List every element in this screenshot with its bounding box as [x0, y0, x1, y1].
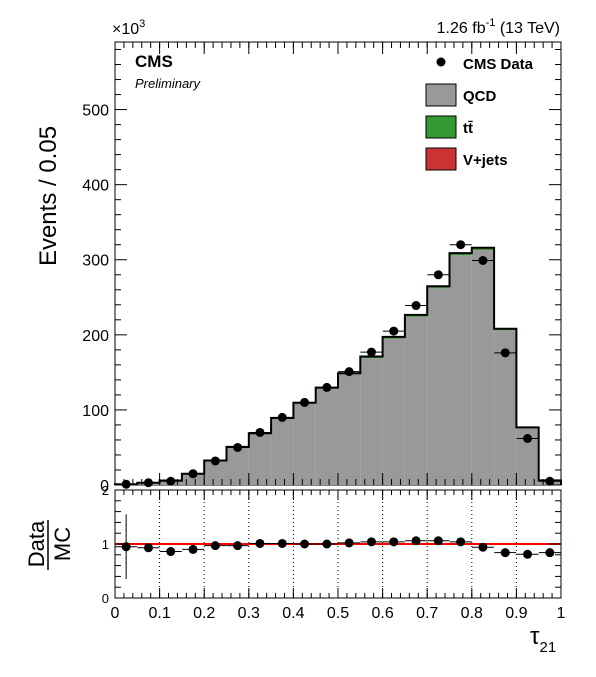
x-tick-label: 0.4 [282, 605, 304, 622]
y-tick-label: 500 [82, 103, 109, 120]
x-tick-label: 1 [557, 605, 566, 622]
ratio-point [278, 539, 287, 548]
cms-label: CMS [135, 52, 173, 71]
bar-tt [472, 249, 494, 250]
ratio-point [255, 539, 264, 548]
bar-qcd [427, 288, 449, 485]
y-tick-label: 400 [82, 178, 109, 195]
legend-marker-data [437, 58, 446, 67]
ratio-y-tick-label: 1 [102, 537, 109, 552]
ratio-point [478, 543, 487, 552]
data-point [322, 383, 331, 392]
data-point [300, 398, 309, 407]
x-tick-label: 0.7 [416, 605, 438, 622]
stacked-histogram [115, 248, 561, 485]
x-tick-label: 0.8 [461, 605, 483, 622]
data-point [189, 469, 198, 478]
x-tick-label: 0.5 [327, 605, 349, 622]
legend-swatch [426, 84, 456, 106]
x-tick-label: 0.2 [193, 605, 215, 622]
ratio-point [345, 538, 354, 547]
data-point [166, 477, 175, 486]
bar-qcd [450, 255, 472, 485]
ratio-point [501, 548, 510, 557]
ratio-axis-title-top: Data [24, 520, 49, 567]
data-point [255, 428, 264, 437]
bar-tt [427, 287, 449, 288]
ratio-point [166, 547, 175, 556]
bar-tt [450, 254, 472, 255]
x-tick-label: 0.6 [371, 605, 393, 622]
y-axis-title: Events / 0.05 [35, 126, 62, 266]
bar-qcd [383, 339, 405, 485]
ratio-point [322, 540, 331, 549]
y-tick-label: 300 [82, 253, 109, 270]
data-point [434, 270, 443, 279]
bar-qcd [293, 404, 315, 485]
ratio-point [300, 540, 309, 549]
ratio-point [456, 537, 465, 546]
legend-label: V+jets [463, 152, 508, 169]
legend-swatch [426, 116, 456, 138]
ratio-point [412, 536, 421, 545]
bar-qcd [271, 419, 293, 485]
ratio-y-tick-label: 2 [102, 483, 109, 498]
lumi-label: 1.26 fb-1 (13 TeV) [437, 17, 560, 37]
x-tick-label: 0.1 [148, 605, 170, 622]
preliminary-label: Preliminary [135, 76, 202, 91]
data-point [233, 443, 242, 452]
bar-qcd [405, 317, 427, 485]
data-point [211, 456, 220, 465]
ratio-point [367, 537, 376, 546]
x-tick-label: 0 [111, 605, 120, 622]
data-point [367, 348, 376, 357]
data-point [523, 434, 532, 443]
y-tick-label: 100 [82, 403, 109, 420]
x-axis-title: τ21 [530, 623, 556, 656]
ratio-point [523, 550, 532, 559]
data-point [545, 477, 554, 486]
data-point [278, 413, 287, 422]
ratio-point [545, 548, 554, 557]
ratio-point [389, 537, 398, 546]
legend-swatch [426, 148, 456, 170]
y-exponent: ×103 [112, 18, 145, 38]
data-point [501, 348, 510, 357]
ratio-point [211, 541, 220, 550]
data-point [412, 301, 421, 310]
data-point [478, 256, 487, 265]
bar-qcd [249, 434, 271, 485]
x-tick-label: 0.3 [238, 605, 260, 622]
legend-label: tt̄ [463, 120, 473, 137]
ratio-point [233, 541, 242, 550]
ratio-point [122, 542, 131, 551]
bar-qcd [316, 389, 338, 485]
ratio-point [434, 536, 443, 545]
bar-qcd [338, 375, 360, 485]
legend-label: QCD [463, 88, 497, 105]
bar-qcd [472, 250, 494, 485]
bar-qcd [227, 447, 249, 485]
data-point [122, 480, 131, 489]
legend: CMS Data QCD tt̄ V+jets [426, 56, 534, 170]
ratio-y-tick-label: 0 [102, 591, 109, 606]
x-tick-label: 0.9 [505, 605, 527, 622]
data-point [456, 240, 465, 249]
y-tick-label: 200 [82, 328, 109, 345]
ratio-axis-title-bottom: MC [50, 527, 75, 561]
legend-label: CMS Data [463, 56, 534, 73]
ratio-grid [115, 490, 561, 598]
ratio-point [144, 543, 153, 552]
bar-qcd [360, 358, 382, 485]
ratio-point [189, 545, 198, 554]
data-point [345, 367, 354, 376]
data-point [389, 327, 398, 336]
data-point [144, 478, 153, 487]
